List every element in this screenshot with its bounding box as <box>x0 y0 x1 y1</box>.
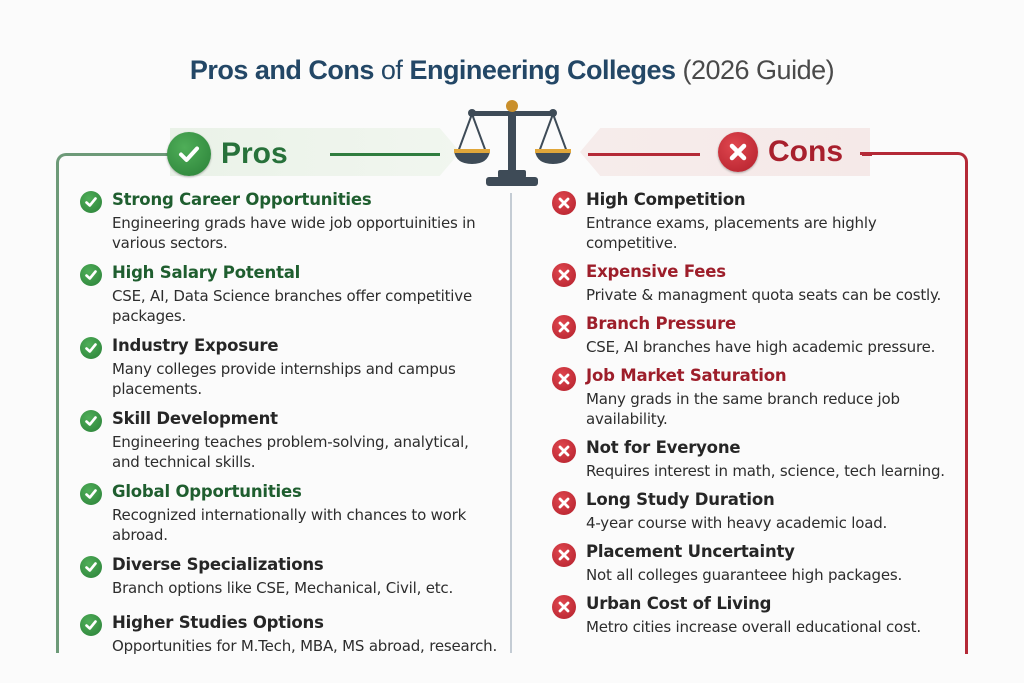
x-icon <box>552 439 576 463</box>
item-title: Global Opportunities <box>112 482 302 501</box>
title-part-2: of <box>373 55 410 85</box>
list-item: Long Study Duration 4-year course with he… <box>552 489 972 533</box>
item-description: Metro cities increase overall educationa… <box>586 618 921 636</box>
check-icon <box>80 191 102 213</box>
cons-header-line-right <box>862 153 872 156</box>
item-description: Entrance exams, placements are highly co… <box>586 214 877 252</box>
list-item: Skill Development Engineering teaches pro… <box>80 408 500 472</box>
cons-header-line-left <box>588 153 700 156</box>
item-title: Higher Studies Options <box>112 613 324 632</box>
check-icon <box>80 337 102 359</box>
x-icon <box>552 191 576 215</box>
x-icon <box>552 595 576 619</box>
list-item: High Competition Entrance exams, placemen… <box>552 189 972 253</box>
pros-frame <box>56 153 176 653</box>
cons-heading-label: Cons <box>768 135 843 168</box>
cons-frame <box>860 152 968 654</box>
pros-heading: Pros <box>167 132 288 176</box>
check-icon <box>80 483 102 505</box>
item-description: Branch options like CSE, Mechanical, Civ… <box>112 579 454 597</box>
x-icon <box>552 491 576 515</box>
item-description: Not all colleges guaranteee high package… <box>586 566 903 584</box>
list-item: Placement Uncertainty Not all colleges gu… <box>552 541 972 585</box>
item-description: CSE, AI branches have high academic pres… <box>586 338 936 356</box>
check-icon <box>80 264 102 286</box>
check-icon <box>80 410 102 432</box>
list-item: Higher Studies Options Opportunities for … <box>80 612 500 656</box>
pros-heading-label: Pros <box>221 137 288 170</box>
item-title: Expensive Fees <box>586 262 726 281</box>
check-circle-icon <box>167 132 211 176</box>
list-item: Job Market Saturation Many grads in the s… <box>552 365 972 429</box>
item-description: 4-year course with heavy academic load. <box>586 514 888 532</box>
item-description: Many colleges provide internships and ca… <box>112 360 456 398</box>
item-title: Diverse Specializations <box>112 555 324 574</box>
list-item: Branch Pressure CSE, AI branches have hig… <box>552 313 972 357</box>
cons-heading: Cons <box>718 132 843 172</box>
x-icon <box>552 367 576 391</box>
item-description: Private & managment quota seats can be c… <box>586 286 942 304</box>
check-icon <box>80 614 102 636</box>
list-item: Not for Everyone Requires interest in mat… <box>552 437 972 481</box>
item-description: Engineering teaches problem-solving, ana… <box>112 433 469 471</box>
check-icon <box>80 556 102 578</box>
x-icon <box>552 543 576 567</box>
item-title: Industry Exposure <box>112 336 279 355</box>
item-title: Not for Everyone <box>586 438 741 457</box>
pros-header-line <box>330 153 440 156</box>
item-description: CSE, AI, Data Science branches offer com… <box>112 287 472 325</box>
balance-scale-icon <box>454 100 571 186</box>
list-item: High Salary Potental CSE, AI, Data Scienc… <box>80 262 500 326</box>
item-title: Job Market Saturation <box>586 366 787 385</box>
item-title: Urban Cost of Living <box>586 594 772 613</box>
item-title: Placement Uncertainty <box>586 542 795 561</box>
x-circle-icon <box>718 132 758 172</box>
item-title: Long Study Duration <box>586 490 775 509</box>
item-title: Skill Development <box>112 409 278 428</box>
x-icon <box>552 263 576 287</box>
title-subtitle: (2026 Guide) <box>675 55 835 85</box>
item-description: Requires interest in math, science, tech… <box>586 462 945 480</box>
column-divider <box>510 193 512 653</box>
item-description: Engineering grads have wide job opportui… <box>112 214 476 252</box>
item-title: Strong Career Opportunities <box>112 190 372 209</box>
list-item: Diverse Specializations Branch options li… <box>80 554 500 598</box>
list-item: Global Opportunities Recognized internati… <box>80 481 500 545</box>
title-part-3: Engineering Colleges <box>409 55 676 85</box>
title-part-1: Pros and Cons <box>189 55 375 85</box>
item-title: Branch Pressure <box>586 314 737 333</box>
pros-ribbon <box>170 128 460 176</box>
pros-list: Strong Career Opportunities Engineering g… <box>80 189 500 665</box>
list-item: Strong Career Opportunities Engineering g… <box>80 189 500 253</box>
cons-list: High Competition Entrance exams, placemen… <box>552 189 972 645</box>
list-item: Industry Exposure Many colleges provide i… <box>80 335 500 399</box>
item-title: High Salary Potental <box>112 263 301 282</box>
page-title: Pros and Cons of Engineering Colleges (2… <box>0 55 1024 86</box>
list-item: Urban Cost of Living Metro cities increas… <box>552 593 972 637</box>
list-item: Expensive Fees Private & managment quota … <box>552 261 972 305</box>
x-icon <box>552 315 576 339</box>
item-description: Recognized internationally with chances … <box>112 506 467 544</box>
item-title: High Competition <box>586 190 746 209</box>
item-description: Many grads in the same branch reduce job… <box>586 390 900 428</box>
item-description: Opportunities for M.Tech, MBA, MS abroad… <box>112 637 498 655</box>
